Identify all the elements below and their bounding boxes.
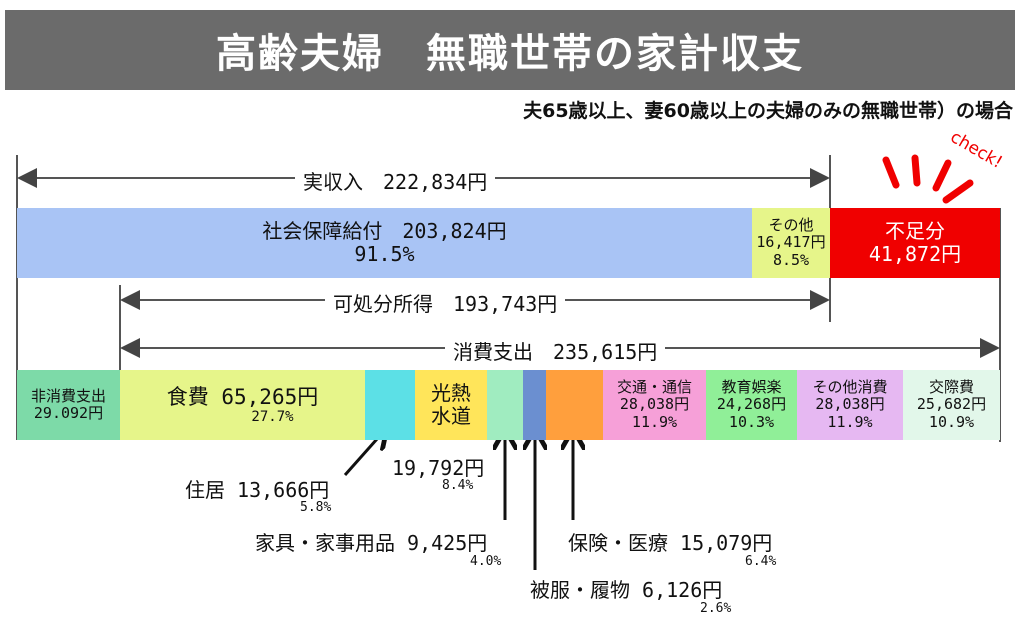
furniture-callout: 家具・家事用品 9,425円 xyxy=(255,527,488,556)
shortfall-amount: 41,872円 xyxy=(868,242,962,266)
disposable-label: 可処分所得 193,743円 xyxy=(325,288,566,317)
social-label: 社会保障給付 203,824円 xyxy=(262,219,507,243)
expense-clothing xyxy=(523,370,546,440)
medical-pct: 6.4% xyxy=(745,554,777,569)
expense-furniture xyxy=(487,370,523,440)
expense-medical xyxy=(546,370,603,440)
income-social: 社会保障給付 203,824円 91.5% xyxy=(17,208,752,278)
other-income-pct: 8.5% xyxy=(772,250,810,269)
expense-transport: 交通・通信 28,038円 11.9% xyxy=(603,370,706,440)
income-total-label: 実収入 222,834円 xyxy=(295,166,496,195)
page-title: 高齢夫婦 無職世帯の家計収支 xyxy=(5,10,1015,90)
expense-utilities: 光熱 水道 xyxy=(415,370,487,440)
transport-amount: 28,038円 xyxy=(619,395,690,414)
clothing-pct: 2.6% xyxy=(700,601,732,616)
other-income-label: その他 xyxy=(768,216,814,235)
expense-housing xyxy=(365,370,415,440)
check-marks xyxy=(882,154,974,204)
education-pct: 10.3% xyxy=(728,412,775,431)
expense-education: 教育娯楽 24,268円 10.3% xyxy=(706,370,797,440)
nonconsumption-amount: 29.092円 xyxy=(33,404,104,422)
expense-nonconsumption: 非消費支出 29.092円 xyxy=(17,370,120,440)
other-label: その他消費 xyxy=(812,378,888,397)
furniture-pct: 4.0% xyxy=(470,554,502,569)
social-exp-label: 交際費 xyxy=(928,378,974,397)
utilities-label: 光熱 xyxy=(431,381,471,405)
subtitle: 夫65歳以上、妻60歳以上の夫婦のみの無職世帯）の場合 xyxy=(523,100,1013,122)
income-shortfall: 不足分 41,872円 xyxy=(830,208,1000,278)
other-amount: 28,038円 xyxy=(815,395,885,414)
social-exp-amount: 25,682円 xyxy=(916,395,987,414)
consumption-label: 消費支出 235,615円 xyxy=(445,336,666,365)
utilities-amount: 19,792円 xyxy=(392,452,485,481)
nonconsumption-label: 非消費支出 xyxy=(30,386,106,405)
transport-pct: 11.9% xyxy=(631,412,678,431)
social-exp-pct: 10.9% xyxy=(928,412,975,431)
expense-social: 交際費 25,682円 10.9% xyxy=(903,370,1000,440)
expense-food: 食費 65,265円 27.7% xyxy=(120,370,365,440)
transport-label: 交通・通信 xyxy=(616,378,692,397)
expense-other: その他消費 28,038円 11.9% xyxy=(797,370,903,440)
medical-callout: 保険・医療 15,079円 xyxy=(568,527,773,556)
other-pct: 11.9% xyxy=(827,412,873,431)
education-amount: 24,268円 xyxy=(716,395,787,414)
utilities-pct: 8.4% xyxy=(442,478,474,493)
food-pct: 27.7% xyxy=(251,409,294,426)
housing-pct: 5.8% xyxy=(300,500,332,515)
utilities-label2: 水道 xyxy=(431,404,471,428)
income-other: その他 16,417円 8.5% xyxy=(752,208,830,278)
other-income-amount: 16,417円 xyxy=(756,233,826,252)
education-label: 教育娯楽 xyxy=(721,378,782,397)
clothing-callout: 被服・履物 6,126円 xyxy=(530,574,723,603)
housing-callout: 住居 13,666円 xyxy=(185,474,330,503)
social-pct: 91.5% xyxy=(354,242,415,266)
shortfall-label: 不足分 xyxy=(885,219,945,243)
food-label: 食費 65,265円 xyxy=(166,384,319,409)
